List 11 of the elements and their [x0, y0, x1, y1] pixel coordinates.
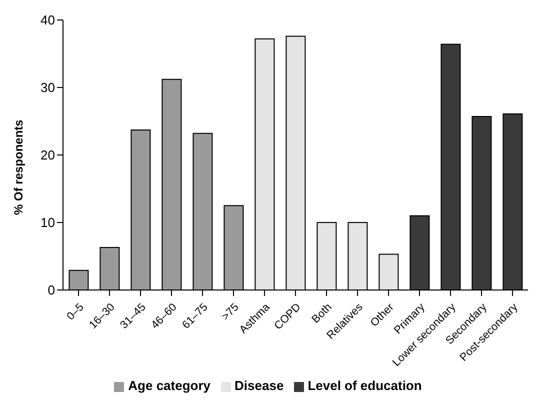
y-tick-label: 0	[48, 282, 55, 298]
y-tick-label: 30	[40, 80, 55, 96]
y-tick-label: 40	[40, 12, 55, 28]
legend-label: Disease	[234, 378, 284, 393]
x-tick-label: 0–5	[64, 301, 86, 323]
y-tick-label: 10	[40, 215, 55, 230]
y-tick-label: 20	[40, 148, 55, 163]
y-axis-title: % Of responents	[11, 119, 26, 215]
legend-label: Age category	[128, 378, 211, 393]
x-tick-label: >75	[220, 301, 242, 323]
legend-label: Level of education	[308, 378, 422, 393]
